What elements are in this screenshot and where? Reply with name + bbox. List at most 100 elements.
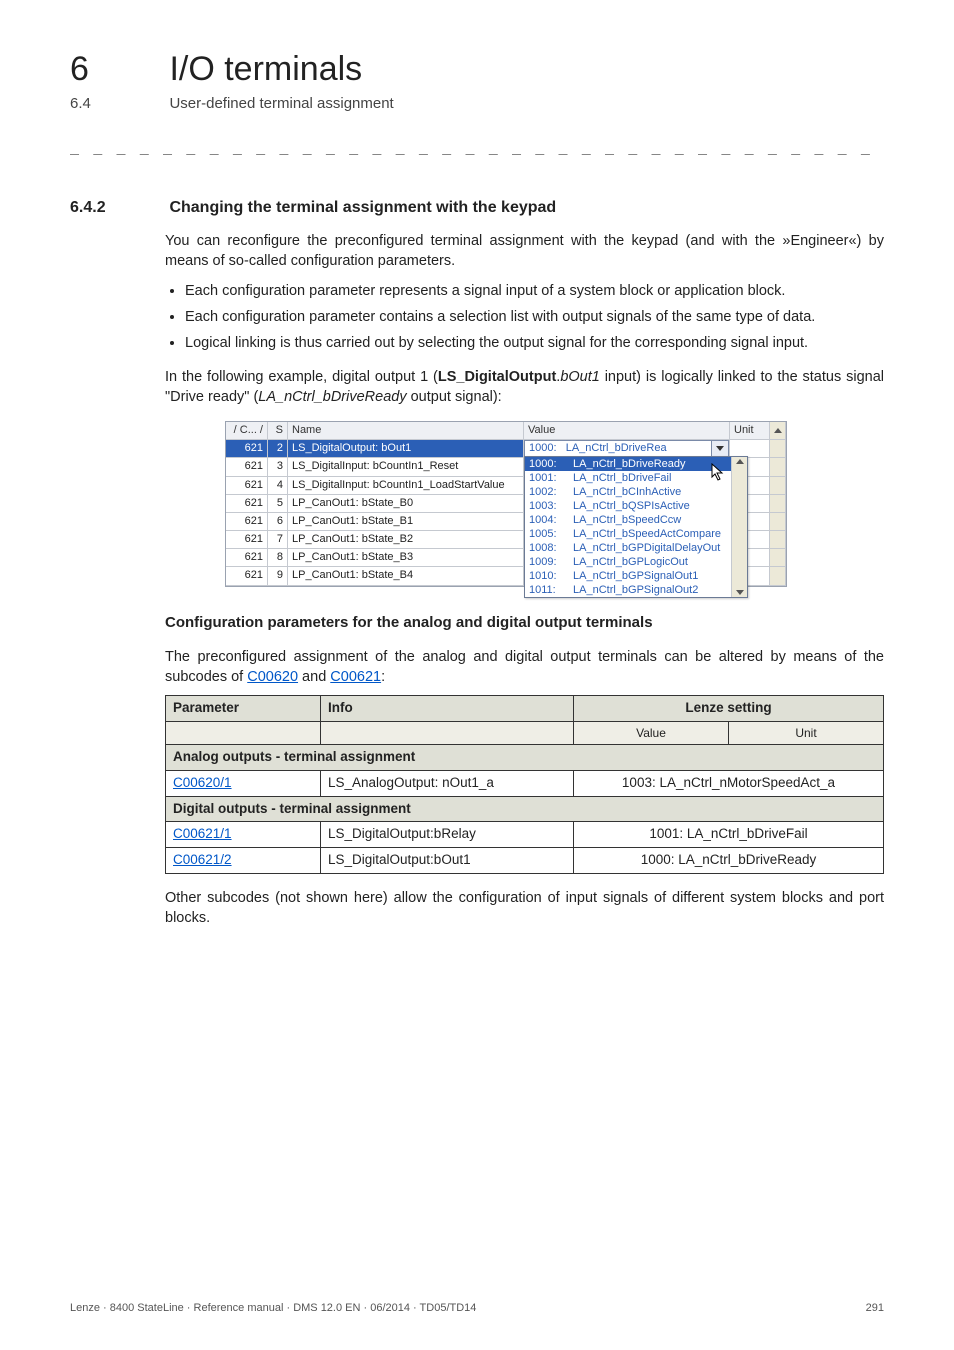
scrollbar-track[interactable] <box>770 531 786 549</box>
cell-c: 621 <box>226 440 268 458</box>
chapter-number: 6 <box>70 50 165 89</box>
scroll-down-icon <box>736 590 744 595</box>
grid-row[interactable]: 621 2 LS_DigitalOutput: bOut1 1000: LA_n… <box>226 440 786 458</box>
scrollbar-track[interactable] <box>770 513 786 531</box>
scrollbar-track[interactable] <box>770 440 786 458</box>
section-number-top: 6.4 <box>70 95 165 112</box>
dropdown-value: LA_nCtrl_bDriveReady <box>573 457 747 471</box>
dropdown-item[interactable]: 1008:LA_nCtrl_bGPDigitalDelayOut <box>525 541 747 555</box>
dropdown-item[interactable]: 1004:LA_nCtrl_bSpeedCcw <box>525 513 747 527</box>
separator-dashes: _ _ _ _ _ _ _ _ _ _ _ _ _ _ _ _ _ _ _ _ … <box>70 137 884 155</box>
cell-value[interactable]: 1000: LA_nCtrl_bDriveRea 1000:LA_nCtrl_b… <box>524 440 730 458</box>
dropdown-value: LA_nCtrl_bGPSignalOut2 <box>573 583 747 597</box>
grid-header-c[interactable]: / C... / <box>226 422 268 440</box>
dropdown-value: LA_nCtrl_bQSPIsActive <box>573 499 747 513</box>
cell-c: 621 <box>226 567 268 585</box>
bullet-item: Each configuration parameter contains a … <box>185 307 884 327</box>
footer-page-number: 291 <box>866 1302 884 1314</box>
cell-s: 4 <box>268 477 288 495</box>
cell-s: 9 <box>268 567 288 585</box>
cell-name: LP_CanOut1: bState_B2 <box>288 531 524 549</box>
dropdown-scrollbar[interactable] <box>731 457 747 597</box>
dropdown-item[interactable]: 1005:LA_nCtrl_bSpeedActCompare <box>525 527 747 541</box>
dropdown-value: LA_nCtrl_bGPSignalOut1 <box>573 569 747 583</box>
cell-info: LS_DigitalOutput:bOut1 <box>321 847 574 873</box>
dropdown-value: LA_nCtrl_bSpeedActCompare <box>573 527 747 541</box>
combobox-input[interactable]: 1000: LA_nCtrl_bDriveRea <box>524 440 712 457</box>
dropdown-item[interactable]: 1003:LA_nCtrl_bQSPIsActive <box>525 499 747 513</box>
cell-s: 5 <box>268 495 288 513</box>
code-link-c00621[interactable]: C00621 <box>330 669 381 685</box>
code-link[interactable]: C00621/2 <box>173 852 232 867</box>
table-row: C00621/1 LS_DigitalOutput:bRelay 1001: L… <box>166 822 884 848</box>
example-paragraph: In the following example, digital output… <box>165 367 884 407</box>
text-bold: LS_DigitalOutput <box>438 369 556 385</box>
cell-value: 1003: LA_nCtrl_nMotorSpeedAct_a <box>574 771 884 797</box>
scrollbar-track[interactable] <box>770 477 786 495</box>
scrollbar-track[interactable] <box>770 458 786 476</box>
dropdown-key: 1008: <box>525 541 573 555</box>
footer-left: Lenze · 8400 StateLine · Reference manua… <box>70 1302 476 1314</box>
th-value: Value <box>574 721 729 745</box>
dropdown-item[interactable]: 1000:LA_nCtrl_bDriveReady <box>525 457 747 471</box>
subsection-heading: 6.4.2 Changing the terminal assignment w… <box>70 199 884 217</box>
code-link[interactable]: C00620/1 <box>173 775 232 790</box>
cell-info: LS_AnalogOutput: nOut1_a <box>321 771 574 797</box>
cell-name: LS_DigitalInput: bCountIn1_LoadStartValu… <box>288 477 524 495</box>
cell-value: 1001: LA_nCtrl_bDriveFail <box>574 822 884 848</box>
cell-c: 621 <box>226 458 268 476</box>
dropdown-item[interactable]: 1002:LA_nCtrl_bCInhActive <box>525 485 747 499</box>
bullet-item: Logical linking is thus carried out by s… <box>185 333 884 353</box>
section-label: Analog outputs - terminal assignment <box>166 745 884 771</box>
dropdown-item[interactable]: 1001:LA_nCtrl_bDriveFail <box>525 471 747 485</box>
scroll-up-button[interactable] <box>770 422 786 440</box>
value-combobox[interactable]: 1000: LA_nCtrl_bDriveRea <box>524 440 729 457</box>
combobox-dropdown-button[interactable] <box>712 440 729 457</box>
code-link-c00620[interactable]: C00620 <box>247 669 298 685</box>
scroll-up-icon <box>736 459 744 464</box>
dropdown-value: LA_nCtrl_bGPDigitalDelayOut <box>573 541 747 555</box>
cell-name: LP_CanOut1: bState_B3 <box>288 549 524 567</box>
grid-header-name[interactable]: Name <box>288 422 524 440</box>
dropdown-item[interactable]: 1011:LA_nCtrl_bGPSignalOut2 <box>525 583 747 597</box>
grid-header-s[interactable]: S <box>268 422 288 440</box>
dropdown-key: 1009: <box>525 555 573 569</box>
bullet-item: Each configuration parameter represents … <box>185 281 884 301</box>
dropdown-value: LA_nCtrl_bDriveFail <box>573 471 747 485</box>
scrollbar-track[interactable] <box>770 549 786 567</box>
grid-header-unit[interactable]: Unit <box>730 422 770 440</box>
text: : <box>381 669 385 685</box>
scrollbar-track[interactable] <box>770 495 786 513</box>
dropdown-key: 1003: <box>525 499 573 513</box>
dropdown-list[interactable]: 1000:LA_nCtrl_bDriveReady 1001:LA_nCtrl_… <box>524 456 748 598</box>
scrollbar-track[interactable] <box>770 567 786 585</box>
th-empty <box>321 721 574 745</box>
table-row: C00620/1 LS_AnalogOutput: nOut1_a 1003: … <box>166 771 884 797</box>
combobox-key: 1000: <box>529 442 557 454</box>
th-info: Info <box>321 696 574 722</box>
cell-c: 621 <box>226 549 268 567</box>
page-footer: Lenze · 8400 StateLine · Reference manua… <box>70 1302 884 1314</box>
dropdown-value: LA_nCtrl_bSpeedCcw <box>573 513 747 527</box>
th-setting: Lenze setting <box>574 696 884 722</box>
code-link[interactable]: C00621/1 <box>173 826 232 841</box>
after-table-paragraph: Other subcodes (not shown here) allow th… <box>165 888 884 928</box>
dropdown-key: 1010: <box>525 569 573 583</box>
cell-name: LS_DigitalOutput: bOut1 <box>288 440 524 458</box>
cell-name: LP_CanOut1: bState_B4 <box>288 567 524 585</box>
th-unit: Unit <box>729 721 884 745</box>
dropdown-item[interactable]: 1009:LA_nCtrl_bGPLogicOut <box>525 555 747 569</box>
cell-s: 7 <box>268 531 288 549</box>
dropdown-key: 1011: <box>525 583 573 597</box>
grid-header-value[interactable]: Value <box>524 422 730 440</box>
cell-c: 621 <box>226 531 268 549</box>
dropdown-item[interactable]: 1010:LA_nCtrl_bGPSignalOut1 <box>525 569 747 583</box>
keypad-screenshot: / C... / S Name Value Unit 621 2 LS_Digi… <box>225 421 787 587</box>
th-empty <box>166 721 321 745</box>
table-section-row: Analog outputs - terminal assignment <box>166 745 884 771</box>
cell-c: 621 <box>226 477 268 495</box>
text: and <box>298 669 330 685</box>
cell-param: C00621/2 <box>166 847 321 873</box>
text-italic: bOut1 <box>560 369 600 385</box>
bullet-list: Each configuration parameter represents … <box>165 281 884 353</box>
